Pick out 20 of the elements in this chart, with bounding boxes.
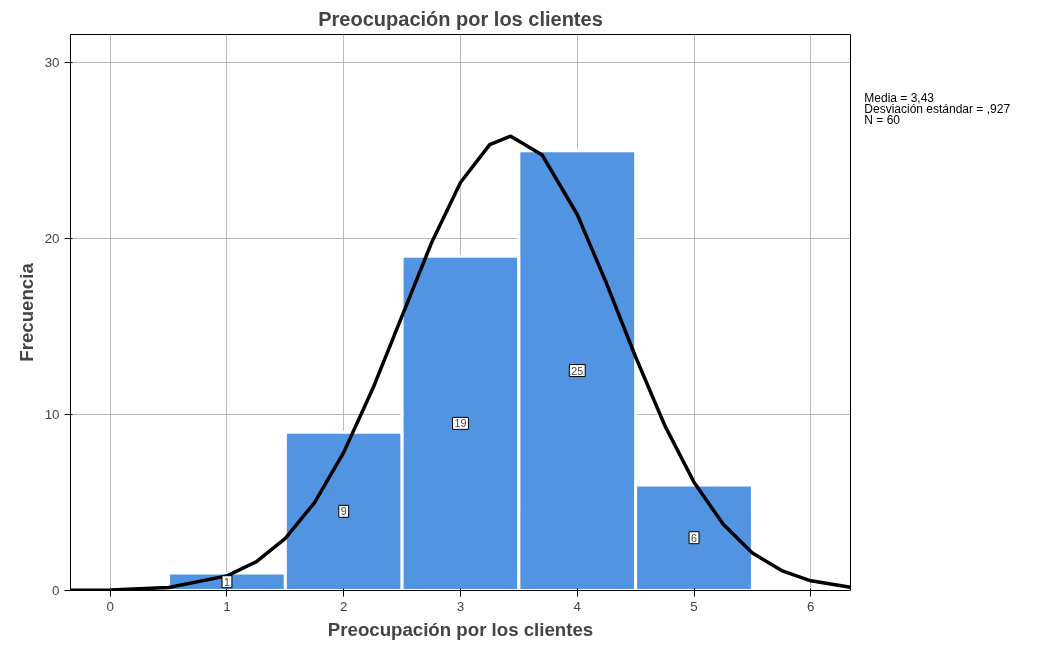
- data-label: 25: [571, 364, 584, 377]
- data-label: 1: [224, 575, 230, 588]
- y-tick-label: 0: [52, 583, 60, 598]
- y-tick-label: 20: [44, 231, 60, 247]
- data-label: 9: [340, 505, 347, 518]
- y-axis-title: Frecuencia: [15, 262, 37, 362]
- x-axis-title: Preocupación por los clientes: [327, 618, 594, 640]
- chart-title: Preocupación por los clientes: [318, 7, 603, 30]
- x-tick-label: 6: [807, 598, 815, 614]
- x-tick-label: 2: [340, 598, 348, 614]
- x-tick-label: 1: [223, 598, 231, 614]
- data-label: 6: [691, 531, 698, 544]
- y-tick-label: 10: [44, 407, 60, 423]
- y-tick-label: 30: [44, 55, 60, 71]
- data-label: 19: [454, 417, 467, 430]
- text: N = 60: [864, 112, 901, 127]
- x-tick-label: 0: [106, 598, 114, 614]
- x-tick-label: 3: [456, 598, 465, 614]
- x-tick-label: 5: [690, 598, 698, 614]
- x-tick-label: 4: [573, 598, 582, 614]
